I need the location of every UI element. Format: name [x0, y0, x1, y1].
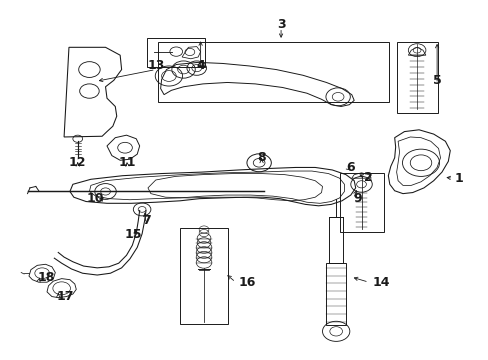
- Text: 17: 17: [57, 290, 74, 303]
- Text: 2: 2: [364, 171, 372, 184]
- Text: 18: 18: [37, 271, 55, 284]
- Bar: [158, 41, 388, 102]
- Text: 12: 12: [69, 156, 86, 169]
- Text: 6: 6: [346, 161, 354, 174]
- Text: 9: 9: [353, 192, 361, 205]
- Text: 15: 15: [124, 228, 142, 241]
- Bar: [329, 217, 342, 263]
- Bar: [326, 263, 345, 325]
- Text: 11: 11: [119, 156, 136, 169]
- Text: 5: 5: [432, 74, 441, 87]
- Bar: [180, 228, 227, 324]
- Bar: [147, 39, 204, 67]
- Text: 10: 10: [87, 192, 104, 205]
- Text: 1: 1: [453, 172, 462, 185]
- Text: 3: 3: [276, 18, 285, 31]
- Text: 13: 13: [147, 59, 164, 72]
- Text: 8: 8: [257, 151, 265, 164]
- Text: 14: 14: [371, 276, 389, 289]
- Text: 16: 16: [238, 276, 256, 289]
- Text: 7: 7: [142, 214, 150, 227]
- Text: 4: 4: [196, 59, 204, 72]
- Bar: [339, 173, 384, 232]
- Bar: [396, 41, 437, 113]
